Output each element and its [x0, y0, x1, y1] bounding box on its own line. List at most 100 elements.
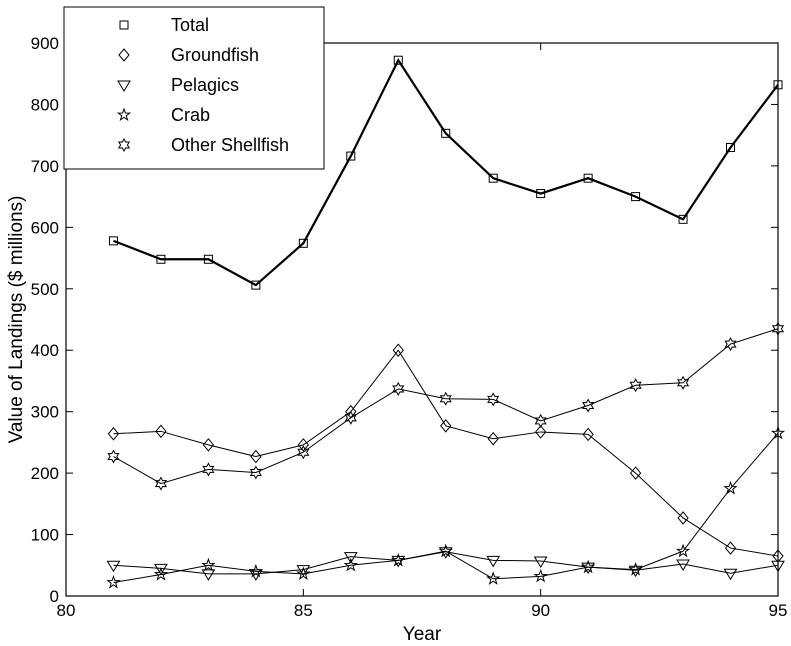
- series-line-other-shellfish: [113, 328, 779, 485]
- legend-label-total: Total: [171, 15, 209, 35]
- data-point-crab-92: [628, 562, 643, 576]
- data-point-groundfish-81: [107, 427, 120, 441]
- y-tick-label-500: 500: [31, 280, 59, 299]
- data-point-crab-81: [106, 574, 121, 589]
- data-point-groundfish-92: [629, 466, 642, 480]
- data-point-total-81: [108, 236, 118, 246]
- data-point-other-shellfish-87: [392, 381, 405, 396]
- data-point-total-85: [298, 238, 308, 248]
- series-crab: [106, 425, 786, 589]
- x-tick-label-90: 90: [531, 601, 550, 620]
- y-tick-label-300: 300: [31, 403, 59, 422]
- data-point-groundfish-83: [202, 438, 215, 452]
- data-point-groundfish-93: [677, 511, 689, 525]
- data-point-pelagics-81: [106, 560, 121, 573]
- data-point-pelagics-89: [486, 555, 501, 568]
- series-line-groundfish: [113, 349, 779, 557]
- data-point-groundfish-94: [724, 541, 737, 555]
- data-point-other-shellfish-82: [154, 476, 168, 491]
- data-point-groundfish-84: [250, 449, 262, 464]
- data-point-crab-95: [770, 425, 786, 440]
- data-point-total-87: [393, 55, 403, 65]
- data-point-crab-88: [438, 543, 453, 558]
- data-point-total-84: [251, 280, 261, 290]
- legend-marker-other-shellfish: [117, 137, 131, 153]
- legend-label-groundfish: Groundfish: [171, 45, 259, 65]
- legend-label-pelagics: Pelagics: [171, 75, 239, 95]
- data-point-groundfish-90: [535, 425, 547, 439]
- data-point-pelagics-87: [391, 555, 406, 568]
- data-point-other-shellfish-84: [249, 465, 262, 480]
- series-total: [108, 55, 783, 290]
- series-line-pelagics: [113, 551, 779, 575]
- legend-label-other-shellfish: Other Shellfish: [171, 135, 289, 155]
- y-tick-label-900: 900: [31, 34, 59, 53]
- legend-marker-crab: [116, 107, 132, 122]
- data-point-crab-86: [343, 557, 358, 572]
- data-point-other-shellfish-94: [724, 337, 737, 352]
- axis-ticks: 80 85 90 95 0 100 200 300 400 500 600 700 800 900: [31, 34, 788, 620]
- data-point-other-shellfish-83: [202, 462, 215, 477]
- data-point-other-shellfish-88: [439, 391, 452, 406]
- data-point-total-93: [678, 214, 688, 224]
- legend-label-crab: Crab: [171, 105, 210, 125]
- data-point-pelagics-90: [533, 556, 548, 568]
- y-tick-label-700: 700: [31, 157, 59, 176]
- legend: Total Groundfish Pelagics Crab Other Shellfi…: [63, 6, 325, 170]
- series-line-crab: [113, 432, 779, 583]
- data-point-pelagics-93: [676, 559, 690, 572]
- data-point-other-shellfish-93: [676, 375, 690, 390]
- data-point-crab-90: [533, 568, 548, 583]
- data-point-crab-89: [486, 571, 501, 585]
- data-point-total-94: [726, 142, 736, 152]
- series-other-shellfish: [107, 321, 785, 491]
- data-point-total-86: [346, 151, 356, 161]
- y-tick-label-600: 600: [31, 218, 59, 237]
- data-point-other-shellfish-91: [582, 398, 595, 413]
- data-point-crab-91: [580, 559, 596, 574]
- data-point-groundfish-91: [582, 427, 594, 442]
- data-point-pelagics-95: [771, 560, 785, 573]
- y-tick-label-200: 200: [31, 464, 59, 483]
- data-point-other-shellfish-81: [107, 449, 120, 464]
- plot-frame: [65, 42, 779, 597]
- data-point-crab-93: [675, 543, 691, 558]
- data-point-crab-82: [153, 566, 169, 581]
- data-point-total-82: [156, 254, 166, 264]
- data-point-other-shellfish-89: [487, 392, 500, 407]
- y-tick-label-100: 100: [31, 526, 59, 545]
- data-point-crab-84: [248, 563, 264, 578]
- series-layer: [106, 55, 786, 589]
- data-point-groundfish-82: [155, 424, 167, 439]
- data-point-other-shellfish-95: [771, 321, 785, 336]
- data-point-pelagics-82: [154, 563, 168, 576]
- data-point-crab-83: [201, 557, 216, 572]
- data-point-groundfish-95: [772, 549, 784, 563]
- data-point-other-shellfish-86: [344, 410, 357, 425]
- data-point-pelagics-83: [201, 569, 216, 581]
- legend-marker-groundfish: [118, 48, 130, 62]
- data-point-pelagics-86: [343, 552, 358, 564]
- data-point-other-shellfish-92: [629, 378, 642, 393]
- data-point-groundfish-85: [297, 438, 309, 452]
- data-point-total-89: [488, 173, 498, 183]
- data-point-crab-94: [723, 480, 738, 495]
- data-point-groundfish-88: [440, 419, 452, 433]
- legend-box: [63, 6, 325, 170]
- data-point-total-92: [631, 192, 641, 202]
- data-point-other-shellfish-85: [297, 445, 310, 460]
- data-point-crab-87: [391, 552, 406, 567]
- y-axis-label: Value of Landings ($ millions): [6, 196, 27, 444]
- data-point-groundfish-89: [487, 431, 499, 446]
- data-point-pelagics-94: [723, 568, 738, 581]
- x-tick-label-85: 85: [294, 601, 313, 620]
- y-tick-label-400: 400: [31, 341, 59, 360]
- data-point-total-90: [536, 189, 546, 199]
- series-pelagics: [106, 547, 785, 581]
- data-point-total-95: [773, 80, 783, 90]
- x-tick-label-80: 80: [57, 601, 76, 620]
- data-point-crab-85: [296, 566, 311, 580]
- y-tick-label-800: 800: [31, 95, 59, 114]
- legend-marker-total: [119, 20, 129, 30]
